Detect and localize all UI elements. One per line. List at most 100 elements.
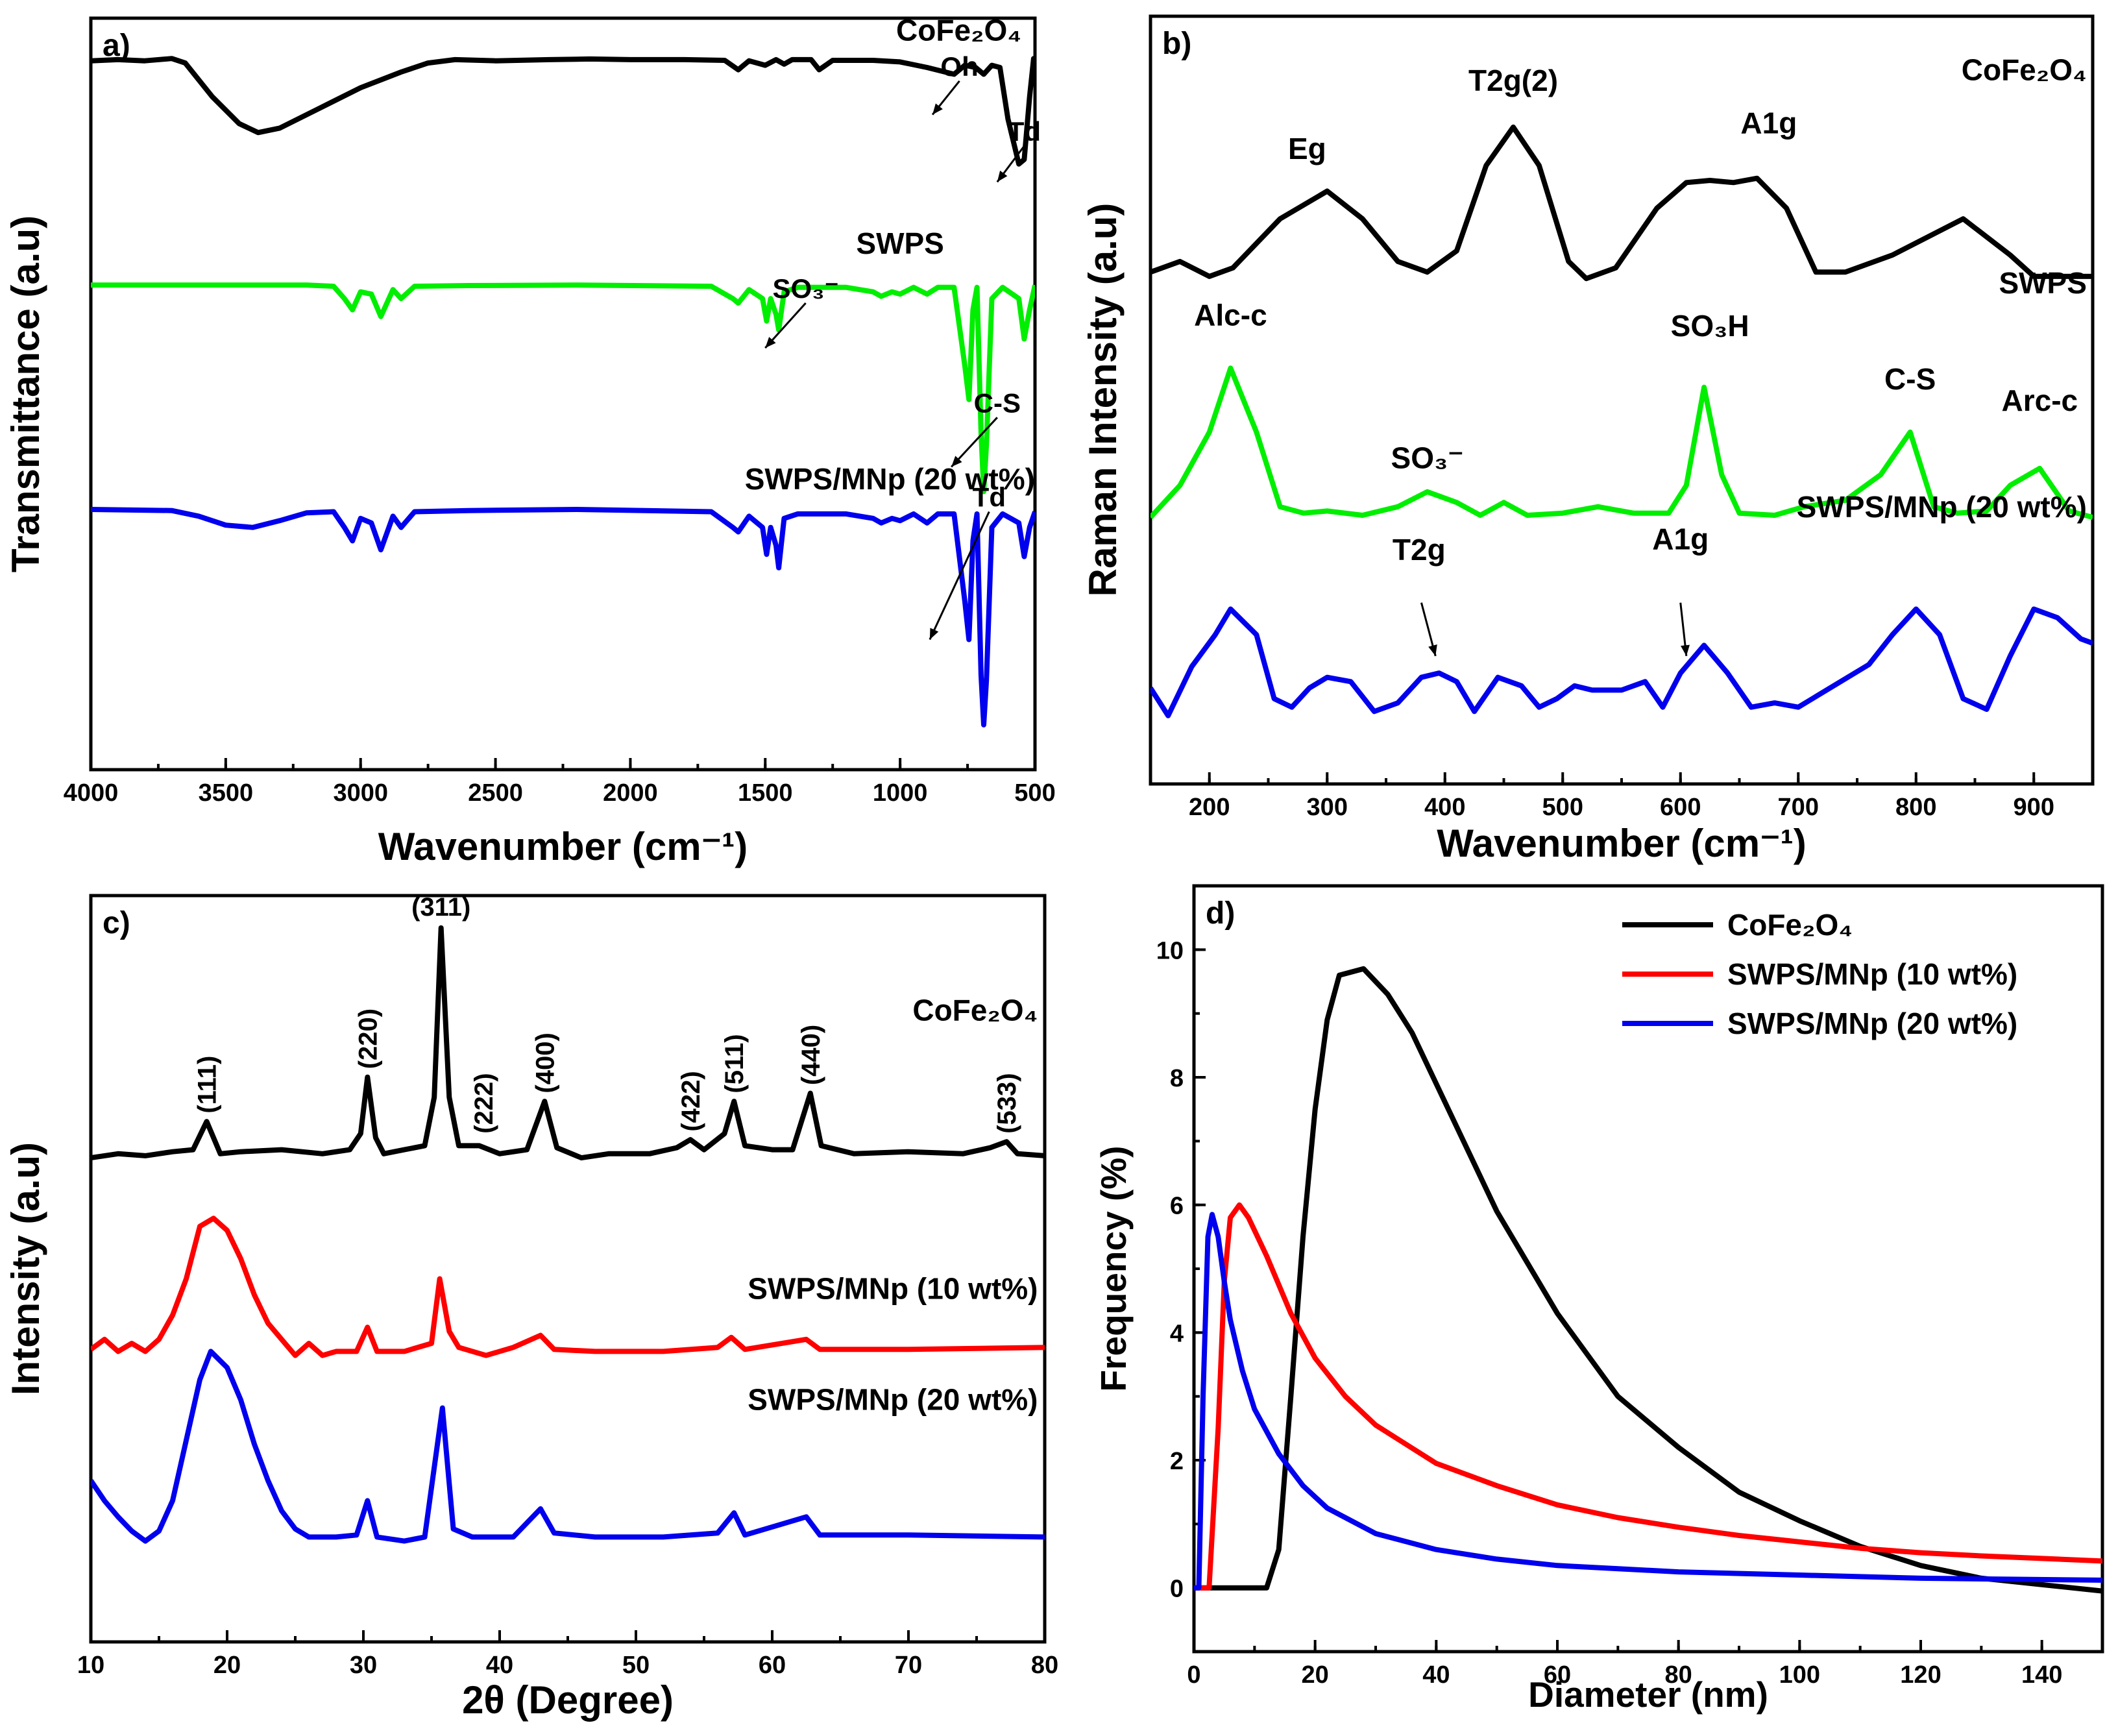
series-label: SO₃H xyxy=(1671,309,1749,343)
series-line xyxy=(1150,365,2093,520)
series-line xyxy=(1194,1202,2102,1591)
x-tick-label: 40 xyxy=(1422,1661,1450,1689)
annotation-arrow xyxy=(929,511,990,641)
peak-label: (400) xyxy=(531,1033,559,1093)
annotation-label: Td xyxy=(973,482,1006,512)
annotation-label: C-S xyxy=(974,387,1021,418)
annotation-label: Oh xyxy=(940,51,978,82)
y-tick-label: 4 xyxy=(1170,1320,1184,1347)
panel-label: d) xyxy=(1206,896,1235,931)
y-axis-label: Raman Intensity (a.u) xyxy=(1081,203,1125,597)
x-tick-label: 400 xyxy=(1424,794,1465,821)
series-label: SO₃⁻ xyxy=(1391,441,1464,475)
x-tick-label: 0 xyxy=(1187,1661,1200,1689)
x-tick-label: 1000 xyxy=(873,779,928,807)
panel-b-raman: b) 200 300 400 500 600 700 800 900 Wavenumber (cm… xyxy=(1081,14,2095,865)
x-tick-label: 20 xyxy=(1302,1661,1329,1689)
annotation-label: Td xyxy=(1008,116,1041,147)
arrow-head xyxy=(929,628,939,640)
series-label: SWPS/MNp (20 wt%) xyxy=(748,1383,1038,1417)
x-tick-label: 700 xyxy=(1778,794,1819,821)
panel-d-size-distribution: d) 0 20 40 60 80 100 120 140 0 2 4 6 8 10 Diameter (nm)… xyxy=(1093,884,2104,1715)
x-axis-label: 2θ (Degree) xyxy=(462,1678,674,1722)
series-label: Alc-c xyxy=(1194,298,1267,332)
peak-label: (533) xyxy=(993,1073,1021,1133)
series-line xyxy=(91,282,1035,495)
peak-label: (440) xyxy=(797,1025,825,1085)
x-tick-label: 50 xyxy=(622,1652,650,1679)
plot-frame xyxy=(89,16,1037,772)
peak-label: (222) xyxy=(470,1073,498,1133)
legend-label: SWPS/MNp (10 wt%) xyxy=(1727,957,2017,991)
x-tick-label: 300 xyxy=(1307,794,1348,821)
series-label: SWPS xyxy=(856,226,943,260)
series-label: SWPS/MNp (20 wt%) xyxy=(745,462,1035,496)
x-tick-label: 80 xyxy=(1031,1652,1058,1679)
peak-label: (311) xyxy=(411,893,470,922)
series-line xyxy=(91,507,1035,727)
series-line xyxy=(91,1216,1045,1358)
x-tick-label: 600 xyxy=(1660,794,1701,821)
x-tick-label: 60 xyxy=(1544,1661,1571,1689)
peak-label: (422) xyxy=(677,1071,705,1131)
series-line xyxy=(91,56,1035,167)
series-label: CoFe₂O₄ xyxy=(912,994,1038,1027)
arrow-head xyxy=(997,170,1008,182)
x-tick-label: 10 xyxy=(77,1652,104,1679)
x-tick-label: 140 xyxy=(2021,1661,2062,1689)
x-tick-label: 800 xyxy=(1895,794,1936,821)
series-label: SWPS/MNp (10 wt%) xyxy=(748,1272,1038,1306)
annotation-label: SO₃⁻ xyxy=(773,273,839,304)
series-line xyxy=(91,1349,1045,1544)
series-line xyxy=(1194,1212,2102,1591)
x-tick-label: 20 xyxy=(213,1652,241,1679)
x-tick-label: 1500 xyxy=(738,779,793,807)
annotation-arrow xyxy=(951,417,998,468)
series-label: T2g(2) xyxy=(1468,64,1558,97)
x-tick-label: 120 xyxy=(1900,1661,1941,1689)
panel-label: b) xyxy=(1162,27,1191,61)
panel-a-ftir: a)4000 3500 3000 2500 2000 1500 1000 500Wavenum… xyxy=(4,14,1056,868)
peak-label: (111) xyxy=(193,1056,222,1114)
legend-label: CoFe₂O₄ xyxy=(1727,908,1853,942)
x-tick-label: 4000 xyxy=(64,779,119,807)
x-tick-label: 900 xyxy=(2014,794,2054,821)
x-tick-label: 70 xyxy=(895,1652,922,1679)
y-tick-label: 0 xyxy=(1170,1576,1184,1603)
x-tick-label: 3000 xyxy=(333,779,388,807)
y-tick-label: 8 xyxy=(1170,1065,1184,1092)
peak-label: (220) xyxy=(354,1009,382,1069)
arrow-head xyxy=(951,456,962,467)
series-label: A1g xyxy=(1652,522,1709,556)
y-axis-label: Intensity (a.u) xyxy=(4,1142,47,1395)
x-tick-label: 30 xyxy=(350,1652,377,1679)
x-tick-label: 60 xyxy=(759,1652,786,1679)
panel-label: c) xyxy=(103,906,130,940)
peak-label: (511) xyxy=(720,1034,749,1093)
legend-label: SWPS/MNp (20 wt%) xyxy=(1727,1007,2017,1040)
x-tick-label: 80 xyxy=(1665,1661,1692,1689)
x-tick-label: 2000 xyxy=(603,779,658,807)
arrow-head xyxy=(932,103,943,115)
y-tick-label: 6 xyxy=(1170,1193,1184,1220)
y-tick-label: 2 xyxy=(1170,1448,1184,1475)
series-label: Arc-c xyxy=(2002,384,2078,417)
x-axis-label: Wavenumber (cm⁻¹) xyxy=(378,825,748,868)
series-line xyxy=(91,925,1045,1161)
y-axis-label: Transmittance (a.u) xyxy=(4,215,47,572)
x-tick-label: 2500 xyxy=(468,779,523,807)
panel-c-xrd: c) 10 20 30 40 50 60 70 80 2θ (Degree) Intensity (… xyxy=(4,893,1058,1722)
x-tick-label: 40 xyxy=(486,1652,513,1679)
x-tick-label: 100 xyxy=(1779,1661,1820,1689)
series-label: CoFe₂O₄ xyxy=(1962,53,2087,87)
x-tick-label: 500 xyxy=(1014,779,1055,807)
x-tick-label: 3500 xyxy=(199,779,254,807)
y-axis-label: Frequency (%) xyxy=(1093,1146,1134,1392)
series-label: SWPS xyxy=(1999,266,2086,300)
series-label: Eg xyxy=(1288,132,1326,165)
series-line xyxy=(1150,124,2093,282)
x-tick-label: 200 xyxy=(1189,794,1230,821)
x-tick-label: 500 xyxy=(1542,794,1583,821)
series-label: C-S xyxy=(1884,362,1936,396)
